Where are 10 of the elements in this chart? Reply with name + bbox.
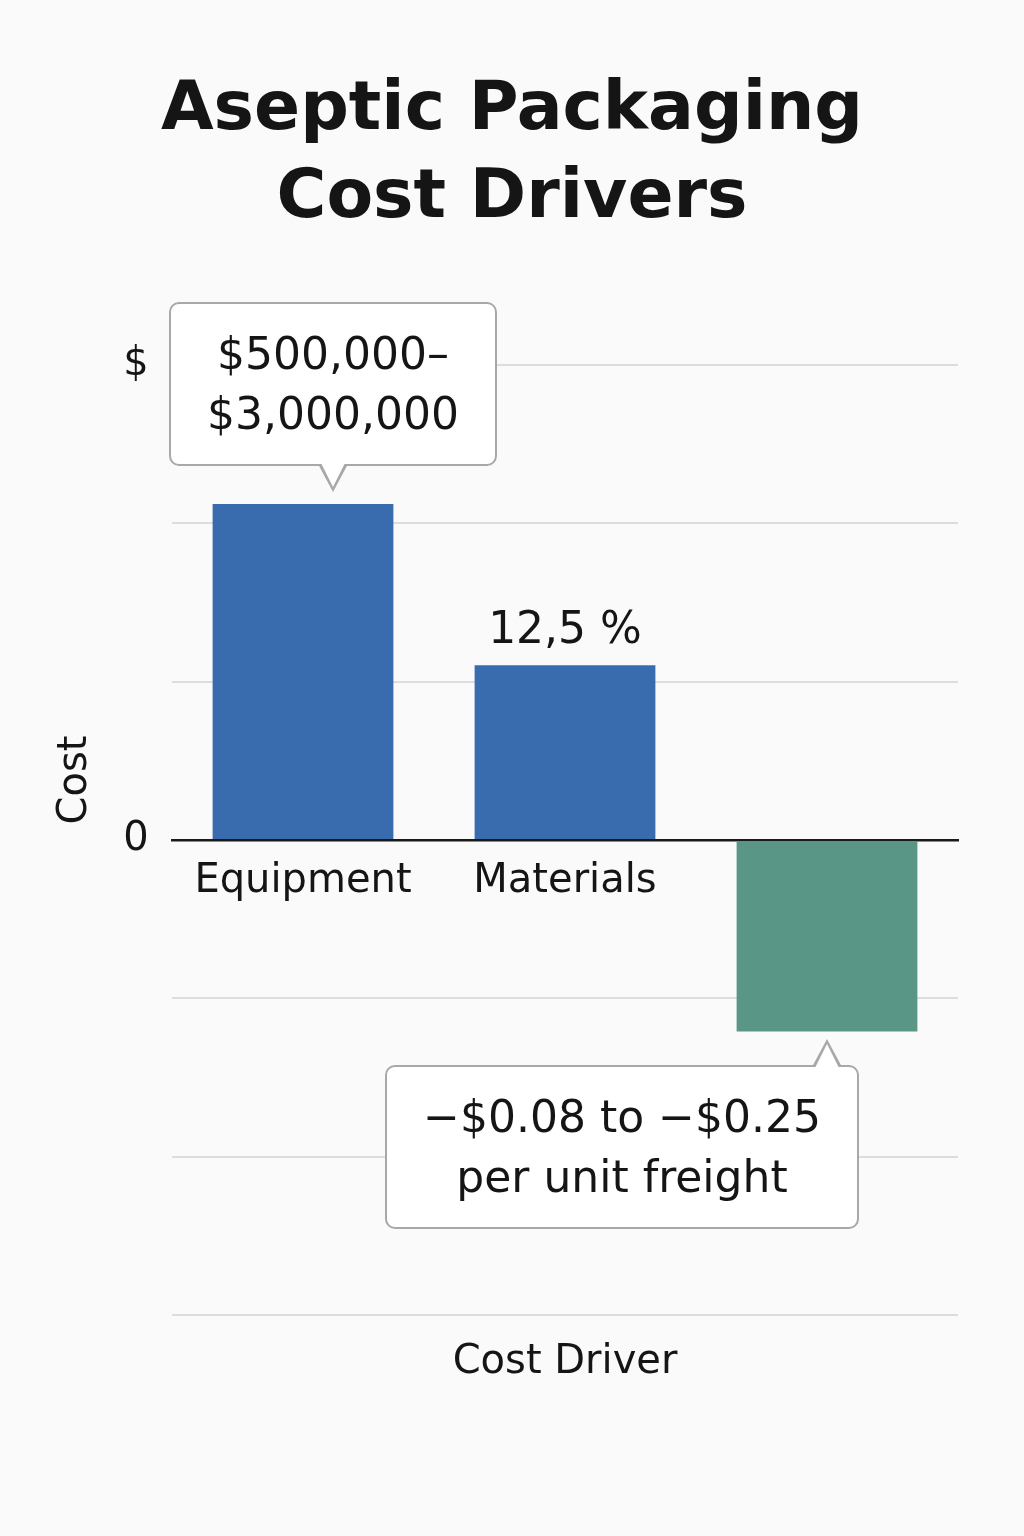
text: $ [123,338,149,385]
x-tick-label: Materials [473,855,657,902]
text: −$0.08 to −$0.25 per unit freight [422,1090,822,1205]
text: Cost Driver [452,1336,678,1383]
x-tick-label: Equipment [194,855,412,902]
text: 0 [123,813,149,860]
chart-title: Aseptic Packaging Cost Drivers [159,65,865,235]
annotation: $500,000–$3,000,000 [206,327,460,442]
annotation: 12,5 % [488,601,642,653]
y-axis-title: Cost [49,735,95,825]
